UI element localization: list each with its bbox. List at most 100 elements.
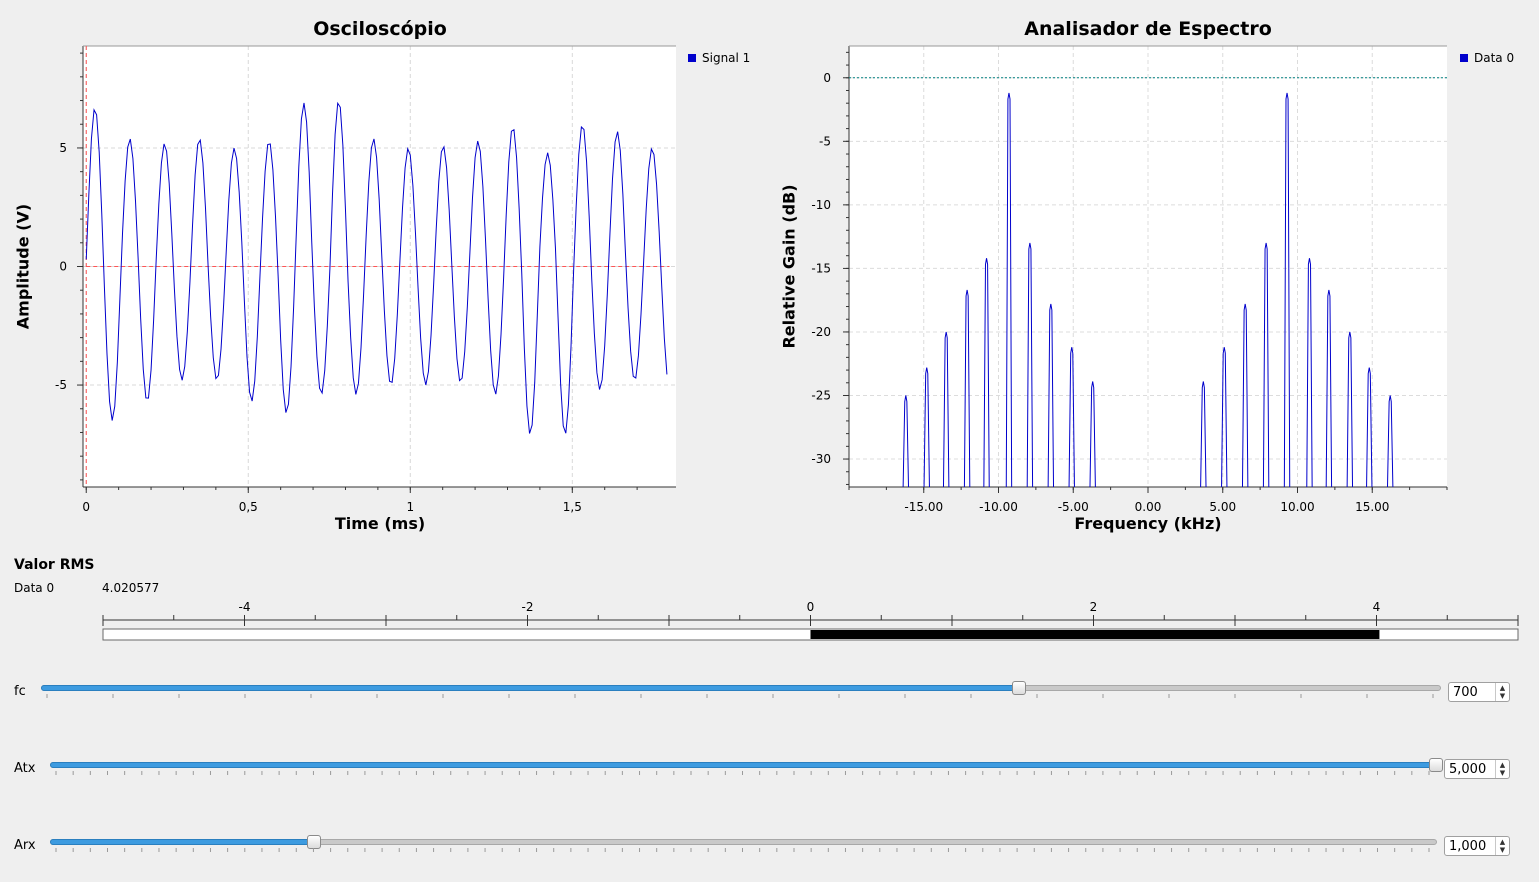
arx-spin-buttons[interactable]: ▲ ▼ xyxy=(1495,837,1509,855)
x-tick-label: 0.00 xyxy=(1135,500,1162,514)
spectrum-peak xyxy=(1387,395,1394,488)
fc-slider[interactable] xyxy=(41,676,1441,706)
rms-value: 4.020577 xyxy=(102,581,160,595)
atx-slider-ticks xyxy=(55,771,1430,775)
spectrum-series xyxy=(849,77,1447,488)
spectrum-peak xyxy=(1262,242,1270,488)
spectrum-peak xyxy=(1068,347,1075,488)
spectrum-x-axis-label: Frequency (kHz) xyxy=(1074,514,1222,533)
rms-bar-gauge: -4 -2 0 2 4 xyxy=(102,600,1519,641)
y-tick-label: -20 xyxy=(811,325,831,339)
x-tick-label: 15.00 xyxy=(1355,500,1389,514)
spin-up-icon[interactable]: ▲ xyxy=(1499,838,1506,846)
oscilloscope-plot[interactable]: 0 0,5 1 1,5 5 0 -5 xyxy=(0,0,760,540)
spectrum-peak xyxy=(923,367,930,488)
arx-spinbox[interactable]: 1,000 ▲ ▼ xyxy=(1444,836,1510,856)
spectrum-title: Analisador de Espectro xyxy=(1024,18,1272,40)
spectrum-peak xyxy=(983,258,990,488)
spectrum-peak xyxy=(1325,289,1333,488)
spectrum-peak xyxy=(1200,381,1207,488)
spin-down-icon[interactable]: ▼ xyxy=(1499,846,1506,854)
spectrum-peak xyxy=(1346,331,1354,488)
y-tick-label: -5 xyxy=(55,378,67,392)
rms-tick-label: 4 xyxy=(1373,600,1381,614)
spectrum-peak xyxy=(1047,303,1055,488)
fc-spin-buttons[interactable]: ▲ ▼ xyxy=(1495,683,1509,701)
x-tick-label: -15.00 xyxy=(904,500,943,514)
y-tick-label: 0 xyxy=(823,71,831,85)
legend-label-data-0: Data 0 xyxy=(1474,51,1515,65)
atx-slider-handle[interactable] xyxy=(1429,758,1443,772)
spectrum-peak xyxy=(1005,92,1013,488)
y-tick-label: -5 xyxy=(819,134,831,148)
x-tick-label: 10.00 xyxy=(1280,500,1314,514)
x-tick-label: 5.00 xyxy=(1209,500,1236,514)
spectrum-peak xyxy=(1026,242,1034,488)
x-tick-label: 1 xyxy=(406,500,414,514)
arx-slider[interactable] xyxy=(50,830,1437,860)
y-tick-label: -25 xyxy=(811,388,831,402)
rms-bar-fill xyxy=(810,630,1380,639)
oscilloscope-title: Osciloscópio xyxy=(313,18,447,40)
legend-swatch xyxy=(688,54,696,62)
x-tick-label: -10.00 xyxy=(979,500,1018,514)
spectrum-peak xyxy=(1306,258,1313,488)
y-tick-label: -10 xyxy=(811,198,831,212)
x-tick-label: 1,5 xyxy=(563,500,582,514)
oscilloscope-tick-labels: 0 0,5 1 1,5 5 0 -5 xyxy=(55,141,582,514)
spin-down-icon[interactable]: ▼ xyxy=(1499,769,1506,777)
rms-axis: -4 -2 0 2 4 xyxy=(102,600,1519,626)
x-tick-label: 0 xyxy=(82,500,90,514)
y-tick-label: -15 xyxy=(811,261,831,275)
fc-value[interactable]: 700 xyxy=(1453,684,1478,700)
atx-slider-fill xyxy=(50,762,1437,768)
fc-label: fc xyxy=(14,684,26,699)
spectrum-peak xyxy=(1366,367,1373,488)
arx-label: Arx xyxy=(14,838,36,853)
spin-up-icon[interactable]: ▲ xyxy=(1499,684,1506,692)
rms-tick-label: 0 xyxy=(807,600,815,614)
atx-slider[interactable] xyxy=(50,753,1443,783)
atx-value[interactable]: 5,000 xyxy=(1449,761,1487,777)
spectrum-tick-labels: -15.00 -10.00 -5.00 0.00 5.00 10.00 15.00 0 -5 -1… xyxy=(811,71,1389,514)
spectrum-plot[interactable]: -15.00 -10.00 -5.00 0.00 5.00 10.00 15.00 0 -5 -1… xyxy=(0,0,1539,540)
oscilloscope-legend[interactable]: Signal 1 xyxy=(688,51,750,65)
rms-tick-label: 2 xyxy=(1090,600,1098,614)
rms-title: Valor RMS xyxy=(14,557,95,573)
rms-label: Data 0 xyxy=(14,581,55,595)
atx-spinbox[interactable]: 5,000 ▲ ▼ xyxy=(1444,759,1510,779)
spin-down-icon[interactable]: ▼ xyxy=(1499,692,1506,700)
x-tick-label: 0,5 xyxy=(239,500,258,514)
atx-spin-buttons[interactable]: ▲ ▼ xyxy=(1495,760,1509,778)
oscilloscope-axes xyxy=(77,45,676,493)
atx-label: Atx xyxy=(14,761,36,776)
y-tick-label: 5 xyxy=(59,141,67,155)
legend-label-signal-1: Signal 1 xyxy=(702,51,751,65)
oscilloscope-x-axis-label: Time (ms) xyxy=(334,514,426,533)
arx-slider-ticks xyxy=(55,848,1430,852)
x-tick-label: -5.00 xyxy=(1058,500,1089,514)
spectrum-peak xyxy=(1241,303,1249,488)
arx-value[interactable]: 1,000 xyxy=(1449,838,1487,854)
series-line-signal-1 xyxy=(85,101,668,434)
arx-slider-fill xyxy=(50,839,316,845)
fc-spinbox[interactable]: 700 ▲ ▼ xyxy=(1448,682,1510,702)
spectrum-legend[interactable]: Data 0 xyxy=(1460,51,1514,65)
legend-swatch xyxy=(1460,54,1468,62)
spectrum-peak xyxy=(1089,381,1096,488)
spectrum-peak xyxy=(963,289,971,488)
spectrum-peak xyxy=(1221,347,1228,488)
spectrum-peak xyxy=(942,331,950,488)
spectrum-peak xyxy=(1283,92,1291,488)
spin-up-icon[interactable]: ▲ xyxy=(1499,761,1506,769)
spectrum-peak xyxy=(902,395,909,488)
oscilloscope-series xyxy=(85,46,670,487)
y-tick-label: -30 xyxy=(811,452,831,466)
fc-slider-handle[interactable] xyxy=(1011,681,1026,695)
rms-tick-label: -2 xyxy=(522,600,534,614)
y-tick-label: 0 xyxy=(59,260,67,274)
fc-slider-ticks xyxy=(46,694,1434,698)
fc-slider-fill xyxy=(41,685,1020,691)
rms-tick-label: -4 xyxy=(239,600,251,614)
arx-slider-handle[interactable] xyxy=(307,835,322,849)
